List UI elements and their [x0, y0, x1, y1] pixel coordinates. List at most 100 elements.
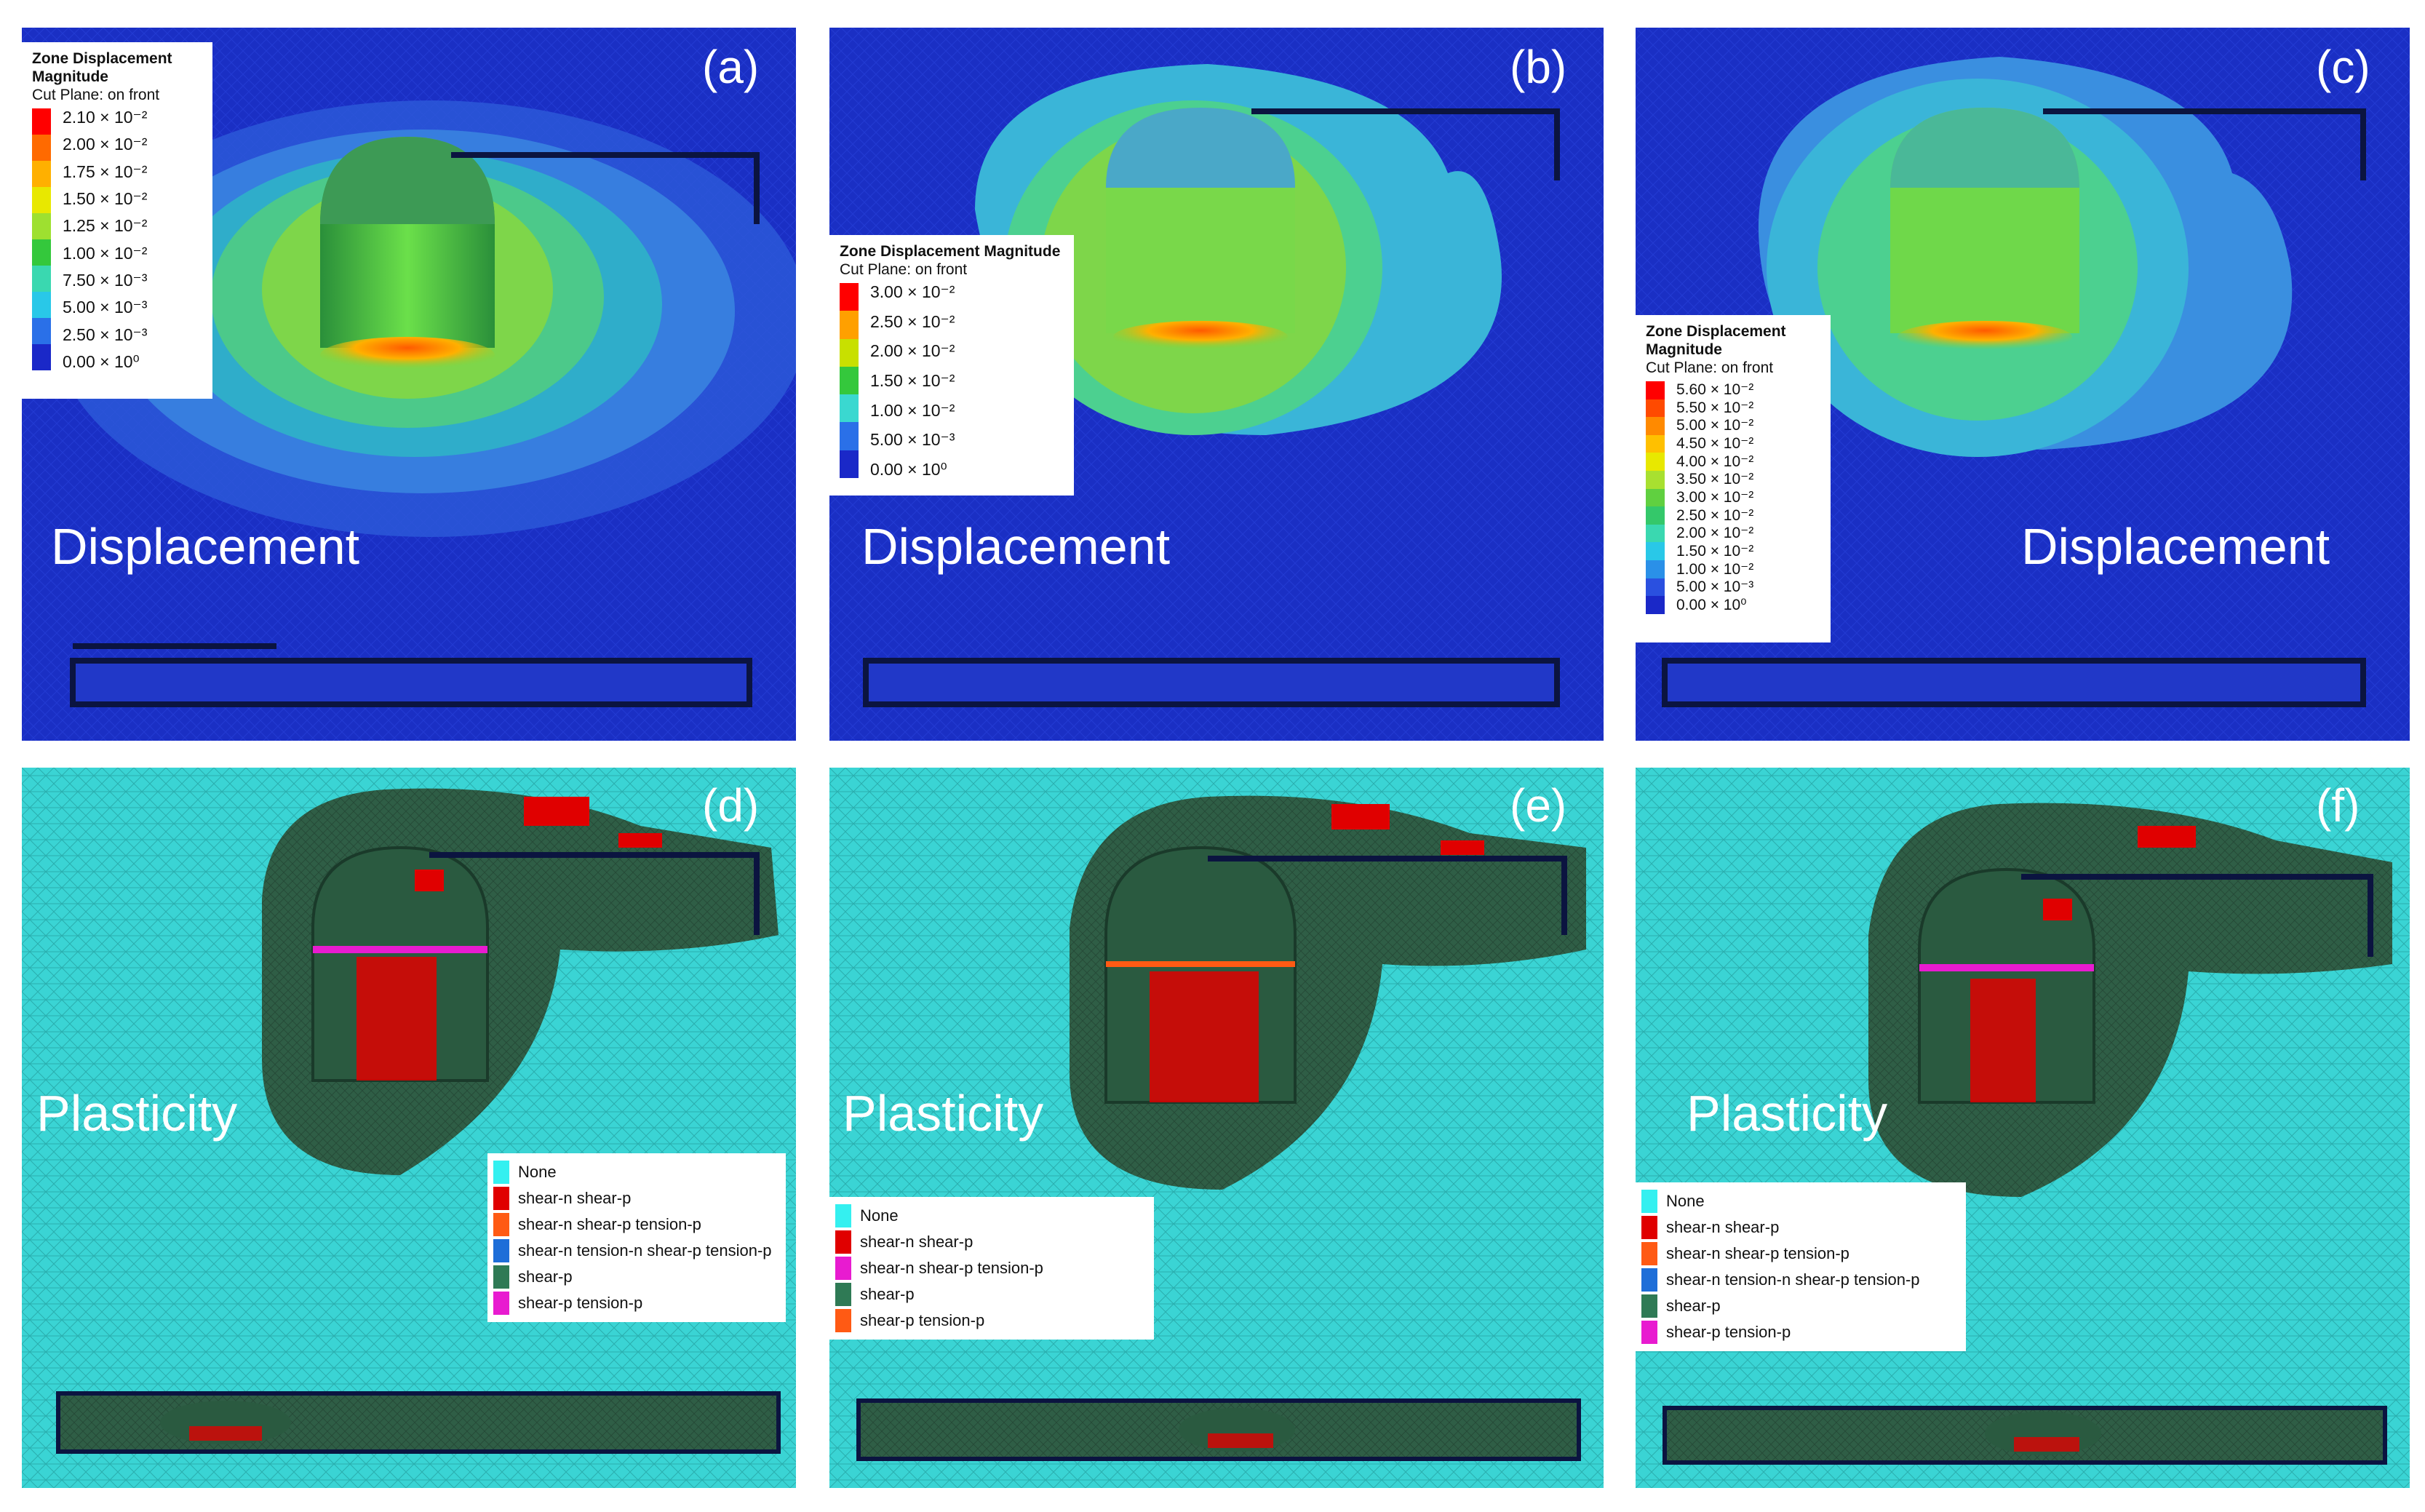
legend-row: shear-p [493, 1264, 780, 1290]
legend-label: shear-p tension-p [860, 1311, 985, 1329]
legend-value: 4.00 × 10⁻² [1676, 453, 1754, 470]
plasticity-legend-e: None shear-n shear-p shear-n shear-p ten… [829, 1197, 1154, 1340]
legend-label: shear-n tension-n shear-p tension-p [1666, 1270, 1920, 1289]
legend-title-line2: Magnitude [1646, 341, 1722, 358]
legend-value: 3.00 × 10⁻² [1676, 488, 1754, 506]
panel-e: None shear-n shear-p shear-n shear-p ten… [829, 768, 1604, 1488]
panel-f: None shear-n shear-p shear-n shear-p ten… [1636, 768, 2410, 1488]
legend-label: None [518, 1163, 557, 1181]
plasticity-legend-d: None shear-n shear-p shear-n shear-p ten… [487, 1153, 786, 1322]
legend-label: shear-p [1666, 1297, 1721, 1315]
legend-swatch [493, 1265, 509, 1289]
legend-swatch [1641, 1294, 1657, 1318]
legend-swatch [835, 1283, 851, 1306]
legend-label: shear-p tension-p [1666, 1323, 1791, 1341]
legend-label: None [1666, 1192, 1705, 1210]
legend-row: shear-n tension-n shear-p tension-p [493, 1238, 780, 1264]
legend-swatch [835, 1257, 851, 1280]
panel-a: Zone Displacement Magnitude Cut Plane: o… [22, 28, 796, 741]
legend-value: 2.00 × 10⁻² [1676, 525, 1754, 542]
panel-b: Zone Displacement Magnitude Cut Plane: o… [829, 28, 1604, 741]
legend-value: 0.00 × 10⁰ [870, 459, 947, 479]
legend-swatch [835, 1204, 851, 1227]
legend-swatch [835, 1309, 851, 1332]
legend-value: 1.00 × 10⁻² [1676, 560, 1754, 578]
legend-swatch [1641, 1268, 1657, 1292]
legend-label: shear-n tension-n shear-p tension-p [518, 1241, 772, 1260]
displacement-legend-b: Zone Displacement Magnitude Cut Plane: o… [829, 235, 1074, 496]
legend-label: shear-n shear-p tension-p [860, 1259, 1043, 1277]
legend-row: None [835, 1203, 1148, 1229]
legend-subtitle: Cut Plane: on front [1646, 359, 1774, 376]
legend-label: shear-n shear-p [860, 1233, 973, 1251]
displacement-legend-c: Zone Displacement Magnitude Cut Plane: o… [1636, 315, 1831, 642]
legend-subtitle: Cut Plane: on front [32, 87, 160, 103]
panel-label: (e) [1510, 779, 1567, 832]
legend-value: 5.00 × 10⁻³ [1676, 578, 1754, 596]
legend-colorbar [1646, 381, 1665, 614]
legend-row: shear-n shear-p tension-p [835, 1255, 1148, 1281]
plasticity-legend-f: None shear-n shear-p shear-n shear-p ten… [1636, 1182, 1966, 1351]
panel-d: None shear-n shear-p shear-n shear-p ten… [22, 768, 796, 1488]
legend-swatch [493, 1161, 509, 1184]
legend-value: 5.50 × 10⁻² [1676, 399, 1754, 416]
displacement-contour-a [22, 28, 796, 741]
legend-value: 5.00 × 10⁻³ [870, 430, 955, 450]
legend-value: 1.50 × 10⁻² [63, 188, 148, 208]
legend-value: 1.00 × 10⁻² [63, 243, 148, 263]
legend-row: shear-p tension-p [835, 1308, 1148, 1334]
panel-label: (f) [2316, 779, 2360, 832]
panel-label: (c) [2316, 41, 2370, 93]
legend-row: None [493, 1159, 780, 1185]
panel-title: Plasticity [843, 1085, 1044, 1142]
legend-title-line1: Zone Displacement [32, 50, 172, 67]
legend-swatch [493, 1239, 509, 1262]
legend-label: shear-p [860, 1285, 915, 1303]
legend-swatch [493, 1187, 509, 1210]
legend-value: 2.00 × 10⁻² [870, 341, 955, 361]
plasticity-map-d [22, 768, 796, 1488]
legend-values: 5.60 × 10⁻² 5.50 × 10⁻² 5.00 × 10⁻² 4.50… [1676, 381, 1753, 614]
legend-colorbar [840, 283, 859, 478]
legend-row: shear-n tension-n shear-p tension-p [1641, 1267, 1960, 1293]
legend-value: 2.50 × 10⁻³ [63, 325, 148, 344]
legend-values: 2.10 × 10⁻² 2.00 × 10⁻² 1.75 × 10⁻² 1.50… [63, 108, 147, 370]
legend-row: shear-p tension-p [493, 1290, 780, 1316]
legend-swatch [835, 1230, 851, 1254]
legend-label: shear-n shear-p [1666, 1218, 1780, 1236]
legend-swatch [1641, 1242, 1657, 1265]
panel-title: Displacement [2021, 518, 2330, 575]
displacement-legend-a: Zone Displacement Magnitude Cut Plane: o… [22, 42, 212, 399]
legend-values: 3.00 × 10⁻² 2.50 × 10⁻² 2.00 × 10⁻² 1.50… [870, 283, 955, 478]
legend-value: 2.10 × 10⁻² [63, 108, 148, 127]
legend-value: 3.00 × 10⁻² [870, 282, 955, 301]
panel-title: Displacement [861, 518, 1171, 575]
legend-value: 0.00 × 10⁰ [63, 351, 140, 371]
panel-label: (d) [702, 779, 760, 832]
legend-value: 1.25 × 10⁻² [63, 216, 148, 236]
plasticity-map-f [1636, 768, 2410, 1488]
displacement-contour-c [1636, 28, 2410, 741]
legend-row: shear-p [835, 1281, 1148, 1308]
legend-subtitle: Cut Plane: on front [840, 261, 968, 278]
legend-row: shear-n shear-p [1641, 1214, 1960, 1241]
legend-value: 5.00 × 10⁻² [1676, 417, 1754, 434]
legend-value: 4.50 × 10⁻² [1676, 434, 1754, 452]
panel-label: (a) [702, 41, 760, 93]
legend-label: shear-p tension-p [518, 1294, 643, 1312]
legend-label: shear-p [518, 1268, 573, 1286]
panel-c: Zone Displacement Magnitude Cut Plane: o… [1636, 28, 2410, 741]
legend-value: 0.00 × 10⁰ [1676, 596, 1747, 613]
legend-value: 2.00 × 10⁻² [63, 135, 148, 154]
legend-title-line1: Zone Displacement [1646, 323, 1786, 340]
legend-row: shear-p [1641, 1293, 1960, 1319]
panel-title: Plasticity [36, 1085, 238, 1142]
legend-value: 1.50 × 10⁻² [1676, 542, 1754, 560]
panel-title: Plasticity [1687, 1085, 1888, 1142]
legend-swatch [493, 1292, 509, 1315]
legend-row: shear-n shear-p tension-p [1641, 1241, 1960, 1267]
legend-value: 3.50 × 10⁻² [1676, 471, 1754, 488]
legend-label: shear-n shear-p tension-p [1666, 1244, 1849, 1262]
panel-title: Displacement [51, 518, 360, 575]
plasticity-map-e [829, 768, 1604, 1488]
